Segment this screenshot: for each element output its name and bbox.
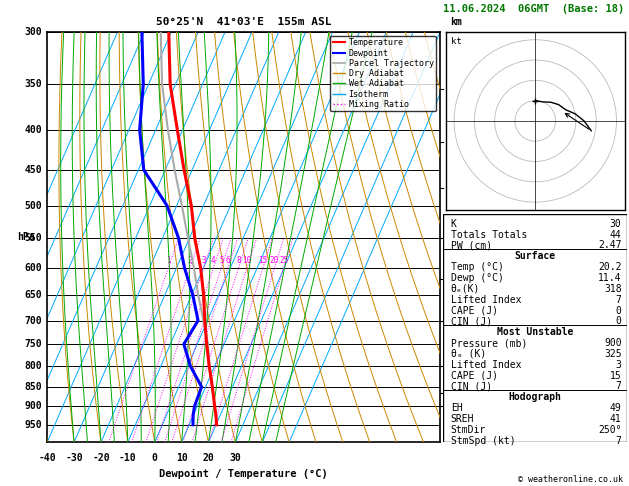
Text: PW (cm): PW (cm) [451,241,492,250]
Text: 20: 20 [270,256,279,265]
Text: K: K [451,219,457,229]
Text: 600: 600 [25,263,43,273]
Text: 6: 6 [226,256,230,265]
Text: -10: -10 [119,452,136,463]
Text: StmSpd (kt): StmSpd (kt) [451,436,515,446]
Text: 3: 3 [616,360,621,370]
Text: 30: 30 [610,219,621,229]
Text: 8: 8 [445,85,450,93]
Text: Dewp (°C): Dewp (°C) [451,273,504,283]
Text: θₑ(K): θₑ(K) [451,284,480,294]
Text: kt: kt [452,37,462,46]
Text: 800: 800 [25,361,43,371]
Text: StmDir: StmDir [451,425,486,435]
Text: 50°25'N  41°03'E  155m ASL: 50°25'N 41°03'E 155m ASL [156,17,331,27]
Text: 900: 900 [25,401,43,411]
Text: Totals Totals: Totals Totals [451,229,527,240]
Text: 25: 25 [279,256,288,265]
Text: Pressure (mb): Pressure (mb) [451,338,527,348]
Text: Hodograph: Hodograph [509,392,562,402]
Text: Temp (°C): Temp (°C) [451,262,504,272]
Text: 900: 900 [604,338,621,348]
Text: © weatheronline.co.uk: © weatheronline.co.uk [518,474,623,484]
Text: 5: 5 [445,234,450,243]
FancyBboxPatch shape [443,214,627,442]
Text: -30: -30 [65,452,83,463]
Text: 49: 49 [610,403,621,413]
Text: 0: 0 [152,452,158,463]
Text: 7: 7 [616,295,621,305]
Text: 20: 20 [203,452,214,463]
Text: 1: 1 [166,256,170,265]
Text: 15: 15 [259,256,267,265]
Legend: Temperature, Dewpoint, Parcel Trajectory, Dry Adiabat, Wet Adiabat, Isotherm, Mi: Temperature, Dewpoint, Parcel Trajectory… [330,36,436,111]
Text: 15: 15 [610,371,621,381]
Text: 250°: 250° [598,425,621,435]
Text: 10: 10 [175,452,187,463]
Text: 0: 0 [616,306,621,315]
Text: θₑ (K): θₑ (K) [451,349,486,359]
Text: -40: -40 [38,452,56,463]
Text: 6: 6 [445,184,450,193]
Text: 2.47: 2.47 [598,241,621,250]
Text: 850: 850 [25,382,43,392]
Text: 318: 318 [604,284,621,294]
Text: 4: 4 [211,256,216,265]
Text: 20.2: 20.2 [598,262,621,272]
Text: 300: 300 [25,27,43,36]
Text: CIN (J): CIN (J) [451,316,492,327]
Text: 8: 8 [237,256,241,265]
Text: 3: 3 [445,316,450,325]
Text: CIN (J): CIN (J) [451,382,492,392]
Text: ASL: ASL [447,36,465,46]
Text: 41: 41 [610,414,621,424]
Text: 325: 325 [604,349,621,359]
Text: km: km [450,17,462,28]
Text: 1: 1 [445,402,450,411]
Text: 0: 0 [616,316,621,327]
Text: Surface: Surface [515,251,556,261]
Text: 7: 7 [616,436,621,446]
Text: 7: 7 [616,382,621,392]
Text: Lifted Index: Lifted Index [451,295,521,305]
Text: EH: EH [451,403,462,413]
Text: CAPE (J): CAPE (J) [451,371,498,381]
Text: 400: 400 [25,125,43,135]
Text: 950: 950 [25,420,43,430]
Text: Mixing Ratio (g/kg): Mixing Ratio (g/kg) [475,247,484,349]
Text: 2: 2 [445,362,450,371]
Text: 700: 700 [25,315,43,326]
Text: 3: 3 [201,256,206,265]
Text: LCL: LCL [445,388,460,397]
Text: -20: -20 [92,452,109,463]
Text: 450: 450 [25,165,43,175]
Text: 44: 44 [610,229,621,240]
Text: 750: 750 [25,339,43,349]
Text: Most Unstable: Most Unstable [497,327,574,337]
Text: SREH: SREH [451,414,474,424]
Text: 11.06.2024  06GMT  (Base: 18): 11.06.2024 06GMT (Base: 18) [443,3,625,14]
Text: 5: 5 [219,256,224,265]
Text: Lifted Index: Lifted Index [451,360,521,370]
Text: 11.4: 11.4 [598,273,621,283]
Text: 4: 4 [445,275,450,284]
Text: 2: 2 [187,256,192,265]
Text: 500: 500 [25,201,43,211]
Text: 30: 30 [230,452,242,463]
Text: 10: 10 [242,256,252,265]
Text: CAPE (J): CAPE (J) [451,306,498,315]
Text: 550: 550 [25,233,43,243]
Text: 350: 350 [25,79,43,89]
Text: 7: 7 [445,138,450,147]
Text: 650: 650 [25,290,43,300]
Text: hPa: hPa [17,232,35,242]
Text: Dewpoint / Temperature (°C): Dewpoint / Temperature (°C) [159,469,328,479]
